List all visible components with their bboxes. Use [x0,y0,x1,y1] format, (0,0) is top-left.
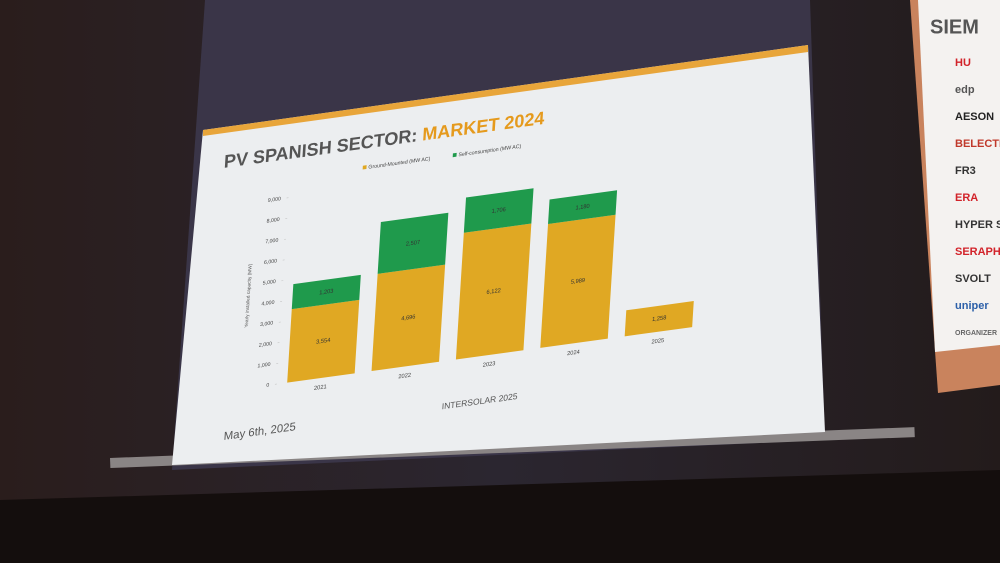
y-tick-label: 7,000 [265,238,278,246]
sponsor: SVOLT [955,273,991,285]
value-label: 2,507 [406,240,421,248]
legend-swatch [452,152,457,158]
y-tick-label: 9,000 [268,196,281,204]
sponsor: HU [955,57,971,69]
x-tick-label: 2025 [651,338,664,346]
sponsor: ERA [955,192,978,204]
value-label: 3,554 [316,338,331,346]
sponsor: FR3 [955,165,976,177]
value-label: 6,122 [486,288,501,296]
value-label: 1,203 [319,289,334,297]
sponsor: uniper [955,300,989,312]
slide-accent [203,45,808,136]
y-axis-label: Yearly installed capacity (MW) [244,263,254,328]
x-tick-label: 2021 [314,384,327,392]
sponsor-banner: SIEM HU edp AESON BELECTRIC FR3 ERA HYPER STRON… [910,0,1000,393]
x-tick-label: 2022 [398,373,411,381]
bar-segment [455,223,532,360]
y-tick-label: 3,000 [260,320,273,328]
sponsor: HYPER STRONG [955,219,1000,231]
value-label: 1,258 [652,315,667,323]
sponsor: AESON [955,111,994,123]
bar-segment [291,274,361,310]
bar-segment [540,214,616,348]
value-label: 5,989 [571,278,586,286]
y-tick-label: 0 [266,382,269,388]
y-tick-label: 8,000 [266,217,279,225]
sponsor: SERAPHI [955,246,1000,258]
bar-segment [371,264,446,372]
value-label: 1,706 [491,207,506,215]
y-tick-label: 6,000 [264,258,277,266]
sponsor: ORGANIZER [955,330,997,337]
value-label: 1,180 [575,204,590,212]
value-label: 4,696 [401,314,416,322]
x-tick-label: 2023 [483,361,496,369]
sponsor: SIEM [930,16,979,38]
sponsor: edp [955,84,975,96]
legend-swatch [362,165,367,170]
y-tick-label: 2,000 [259,341,272,349]
banner-panel [918,0,1000,352]
bar-segment [548,190,618,224]
y-tick-label: 1,000 [257,362,270,370]
bar-segment [287,299,360,383]
bar-segment [463,188,534,233]
y-tick-label: 5,000 [262,279,275,287]
sponsor: BELECTRIC [955,138,1000,150]
x-tick-label: 2024 [567,349,581,357]
y-tick-label: 4,000 [261,300,274,308]
bar-segment [624,301,694,337]
floor [0,470,1000,563]
bar-segment [377,212,449,274]
